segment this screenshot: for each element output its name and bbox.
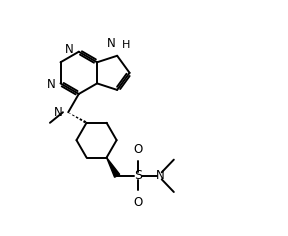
Text: O: O <box>134 196 143 209</box>
Text: N: N <box>156 169 165 182</box>
Text: H: H <box>122 40 130 50</box>
Text: S: S <box>134 169 142 182</box>
Text: N: N <box>65 43 74 56</box>
Text: N: N <box>107 37 116 50</box>
Text: O: O <box>134 143 143 156</box>
Text: N: N <box>54 106 63 119</box>
Text: N: N <box>47 78 56 91</box>
Polygon shape <box>107 158 120 177</box>
